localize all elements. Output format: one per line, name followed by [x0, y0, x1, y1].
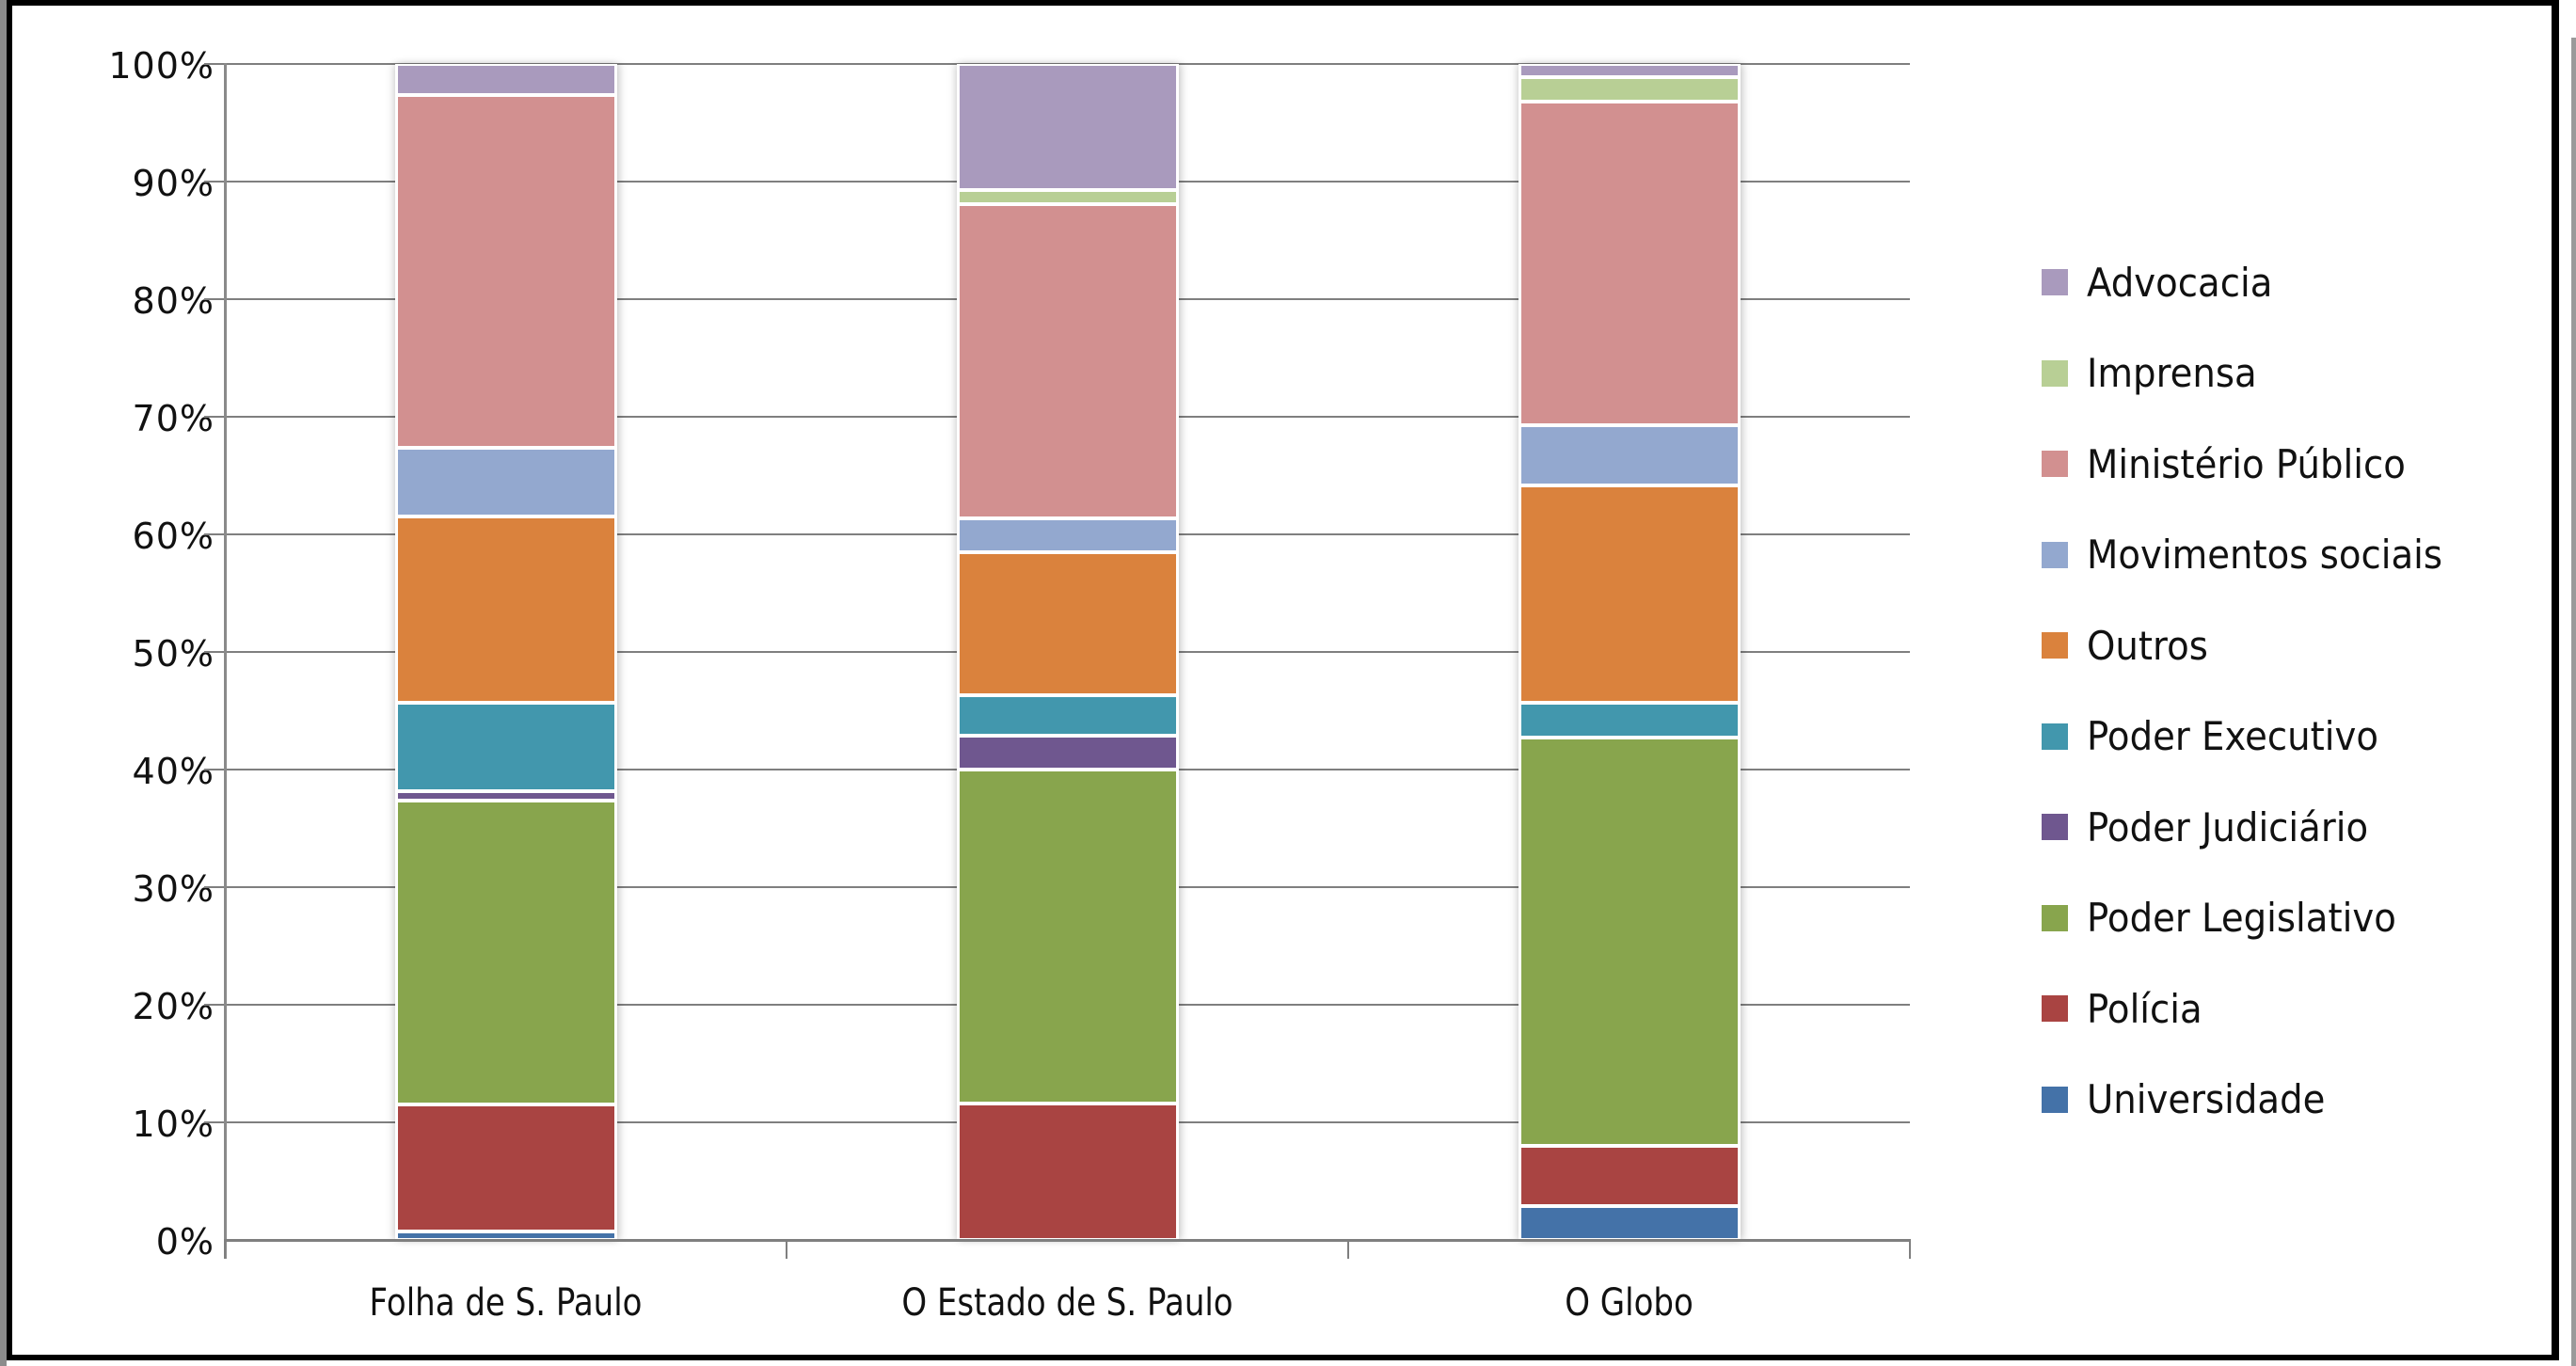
legend-swatch-icon [2042, 723, 2068, 750]
legend-item: Movimentos sociais [2042, 527, 2473, 583]
bar-segment-movimentos-sociais [394, 447, 617, 517]
bar-segment-poder-legislativo [1518, 738, 1741, 1146]
x-tick [224, 1240, 226, 1259]
legend-swatch-icon [2042, 904, 2068, 931]
x-label-estado: O Estado de S. Paulo [901, 1281, 1233, 1325]
bar-segment-poder-executivo [956, 695, 1179, 736]
bar-segment-universidade [1518, 1205, 1741, 1240]
bar-segment-advocacia [1518, 64, 1741, 77]
legend-label: Universidade [2087, 1076, 2326, 1122]
legend-swatch-icon [2042, 451, 2068, 477]
bar-segment-policia [394, 1104, 617, 1232]
y-tick-label: 80% [132, 280, 215, 322]
x-label-folha: Folha de S. Paulo [369, 1281, 643, 1325]
bar-segment-poder-legislativo [956, 770, 1179, 1104]
bar-segment-imprensa [1518, 76, 1741, 102]
x-tick [786, 1240, 787, 1259]
legend-item: Imprensa [2042, 345, 2271, 402]
chart-frame [7, 0, 2559, 1360]
bar-segment-policia [1518, 1146, 1741, 1206]
legend-label: Poder Judiciário [2087, 803, 2369, 850]
y-tick-label: 90% [132, 163, 215, 204]
legend-label: Poder Executivo [2087, 713, 2379, 759]
frame-shadow-left [0, 0, 7, 1366]
x-label-globo: O Globo [1565, 1281, 1693, 1325]
legend-swatch-icon [2042, 359, 2068, 387]
legend-label: Poder Legislativo [2087, 895, 2396, 941]
x-tick [1909, 1240, 1911, 1259]
legend-item: Poder Legislativo [2042, 890, 2423, 946]
bar-folha-de-s-paulo [394, 64, 617, 1240]
bar-segment-outros [394, 516, 617, 703]
y-tick-label: 100% [108, 45, 215, 87]
legend-label: Imprensa [2087, 350, 2257, 396]
legend-label: Advocacia [2087, 259, 2273, 306]
y-axis-line [224, 63, 227, 1259]
bar-segment-outros [956, 551, 1179, 696]
legend-item: Polícia [2042, 980, 2212, 1037]
bar-segment-poder-legislativo [394, 800, 617, 1105]
legend-swatch-icon [2042, 814, 2068, 840]
legend-label: Ministério Público [2087, 440, 2406, 487]
frame-shadow-right [2571, 38, 2576, 1366]
bar-segment-poder-executivo [394, 702, 617, 791]
bar-segment-poder-executivo [1518, 702, 1741, 739]
bar-segment-poder-judiciario [956, 735, 1179, 770]
legend-label: Movimentos sociais [2087, 532, 2442, 578]
legend-item: Outros [2042, 617, 2218, 674]
legend-item: Ministério Público [2042, 436, 2433, 492]
y-tick-label: 60% [132, 516, 215, 557]
legend-swatch-icon [2042, 632, 2068, 659]
x-axis-line [224, 1239, 1911, 1242]
x-tick [1347, 1240, 1349, 1259]
bar-segment-ministerio-publico [1518, 102, 1741, 425]
y-tick-label: 70% [132, 398, 215, 439]
bar-segment-ministerio-publico [956, 203, 1179, 518]
bar-segment-advocacia [394, 64, 617, 95]
bar-segment-movimentos-sociais [956, 517, 1179, 552]
bar-segment-ministerio-publico [394, 94, 617, 448]
legend-swatch-icon [2042, 995, 2068, 1022]
legend-item: Poder Judiciário [2042, 799, 2393, 855]
legend-swatch-icon [2042, 1086, 2068, 1113]
legend-item: Advocacia [2042, 254, 2289, 310]
bar-segment-imprensa [956, 189, 1179, 204]
legend-label: Outros [2087, 622, 2208, 669]
y-tick-label: 50% [132, 633, 215, 675]
bar-segment-advocacia [956, 64, 1179, 190]
legend-item: Poder Executivo [2042, 708, 2404, 765]
bar-segment-poder-judiciario [394, 790, 617, 801]
y-tick-label: 30% [132, 868, 215, 910]
bar-o-globo [1518, 64, 1741, 1240]
legend-label: Polícia [2087, 985, 2202, 1032]
legend-swatch-icon [2042, 269, 2068, 295]
legend-swatch-icon [2042, 541, 2068, 568]
y-tick-label: 40% [132, 751, 215, 792]
y-tick-label: 20% [132, 986, 215, 1027]
y-tick-label: 10% [132, 1104, 215, 1145]
bar-segment-movimentos-sociais [1518, 424, 1741, 485]
bar-segment-policia [956, 1104, 1179, 1240]
legend-item: Universidade [2042, 1072, 2345, 1128]
bar-segment-outros [1518, 484, 1741, 703]
y-tick-label: 0% [155, 1221, 215, 1263]
bar-o-estado-de-s-paulo [956, 64, 1179, 1240]
